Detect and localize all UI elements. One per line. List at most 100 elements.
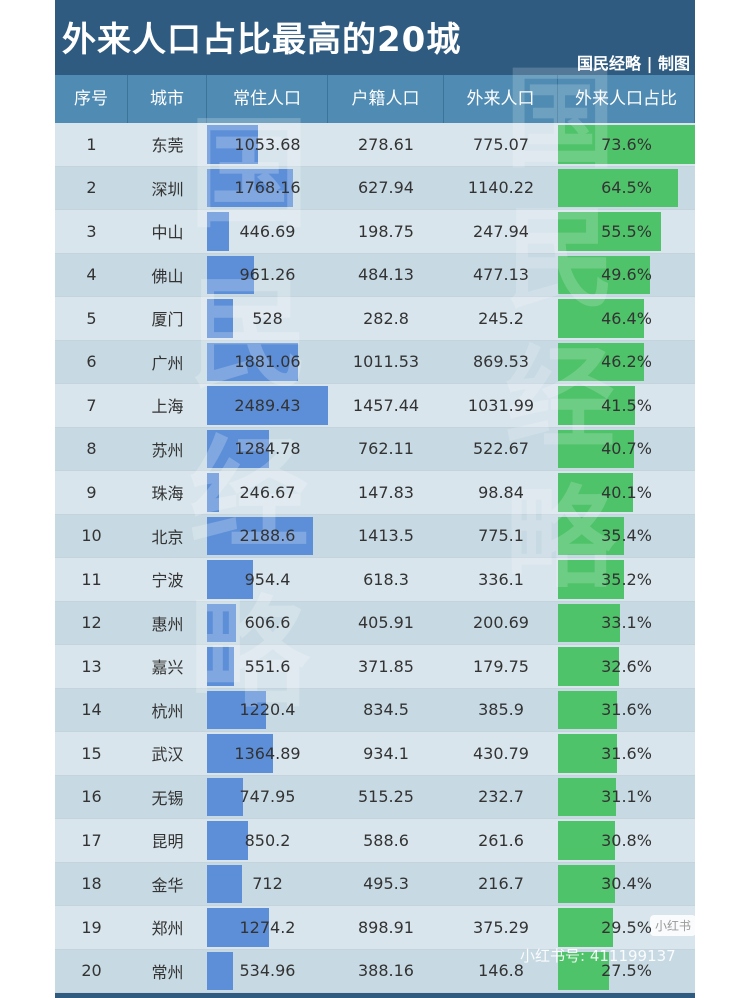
cell-col-resident: 606.6	[207, 602, 328, 645]
cell-col-migrant: 200.69	[444, 602, 558, 645]
cell-col-migrant: 232.7	[444, 776, 558, 819]
resident-population-bar	[207, 603, 237, 642]
cell-value: 1284.78	[234, 439, 301, 459]
cell-col-migrant: 247.94	[444, 210, 558, 253]
migrant-share-bar	[558, 299, 645, 338]
cell-value: 41.5%	[601, 395, 652, 415]
cell-col-index: 12	[55, 602, 128, 645]
cell-col-city: 宁波	[128, 558, 207, 601]
cell-value: 31.6%	[601, 700, 652, 720]
cell-col-city: 昆明	[128, 819, 207, 862]
resident-population-bar	[207, 255, 254, 294]
cell-value: 477.13	[473, 265, 529, 285]
table-row: 14 杭州 1220.4 834.5 385.9 31.6%	[55, 688, 695, 732]
cell-value: 232.7	[478, 787, 524, 807]
cell-value: 336.1	[478, 569, 524, 589]
cell-col-migrant: 477.13	[444, 254, 558, 297]
cell-value: 40.7%	[601, 439, 652, 459]
cell-value: 厦门	[151, 310, 184, 330]
resident-population-bar	[207, 429, 270, 468]
cell-col-index: 7	[55, 384, 128, 427]
cell-col-city: 郑州	[128, 906, 207, 949]
cell-col-share: 31.1%	[558, 776, 695, 819]
cell-col-registered: 388.16	[328, 950, 444, 993]
social-id: 小红书号: 411199137	[520, 947, 676, 965]
cell-value: 4	[86, 265, 97, 285]
migrant-share-bar	[558, 516, 624, 555]
cell-value: 29.5%	[601, 917, 652, 937]
cell-col-registered: 484.13	[328, 254, 444, 297]
resident-population-bar	[207, 125, 259, 164]
cell-col-migrant: 1031.99	[444, 384, 558, 427]
cell-value: 11	[81, 569, 102, 589]
column-header-col-city: 城市	[128, 75, 207, 123]
cell-col-resident: 850.2	[207, 819, 328, 862]
cell-col-resident: 528	[207, 297, 328, 340]
cell-value: 1031.99	[467, 395, 535, 415]
cell-col-index: 1	[55, 123, 128, 166]
cell-col-index: 18	[55, 863, 128, 906]
cell-value: 834.5	[363, 700, 409, 720]
migrant-share-bar	[558, 821, 616, 860]
cell-col-index: 5	[55, 297, 128, 340]
cell-value: 宁波	[151, 571, 184, 591]
cell-value: 金华	[151, 875, 184, 895]
cell-value: 245.2	[478, 308, 524, 328]
cell-col-migrant: 146.8	[444, 950, 558, 993]
cell-value: 954.4	[244, 569, 291, 589]
cell-col-index: 17	[55, 819, 128, 862]
cell-value: 551.6	[244, 656, 291, 676]
cell-value: 35.2%	[601, 569, 652, 589]
cell-col-registered: 934.1	[328, 732, 444, 775]
table-row: 11 宁波 954.4 618.3 336.1 35.2%	[55, 558, 695, 602]
table-row: 9 珠海 246.67 147.83 98.84 40.1%	[55, 471, 695, 515]
migrant-share-bar	[558, 690, 617, 729]
cell-col-share: 31.6%	[558, 732, 695, 775]
migrant-share-bar	[558, 342, 644, 381]
cell-value: 375.29	[473, 917, 529, 937]
cell-col-share: 32.6%	[558, 645, 695, 688]
cell-value: 12	[81, 613, 102, 633]
cell-value: 2188.6	[239, 526, 296, 546]
cell-col-share: 46.4%	[558, 297, 695, 340]
cell-value: 606.6	[244, 613, 291, 633]
cell-value: 430.79	[473, 743, 529, 763]
cell-col-migrant: 775.07	[444, 123, 558, 166]
cell-value: 珠海	[151, 484, 184, 504]
cell-col-city: 中山	[128, 210, 207, 253]
resident-population-bar	[207, 299, 233, 338]
cell-col-share: 30.8%	[558, 819, 695, 862]
cell-value: 20	[81, 961, 102, 981]
table-row: 12 惠州 606.6 405.91 200.69 33.1%	[55, 601, 695, 645]
cell-value: 35.4%	[601, 526, 652, 546]
cell-value: 495.3	[363, 874, 409, 894]
social-badge: 小红书	[650, 915, 697, 936]
cell-value: 1413.5	[358, 526, 414, 546]
cell-col-index: 2	[55, 167, 128, 210]
cell-value: 15	[81, 743, 102, 763]
table-row: 2 深圳 1768.16 627.94 1140.22 64.5%	[55, 166, 695, 210]
cell-value: 31.1%	[601, 787, 652, 807]
table-row: 5 厦门 528 282.8 245.2 46.4%	[55, 297, 695, 341]
cell-col-registered: 588.6	[328, 819, 444, 862]
cell-value: 385.9	[478, 700, 524, 720]
cell-col-city: 珠海	[128, 471, 207, 514]
cell-col-city: 东莞	[128, 123, 207, 166]
migrant-share-bar	[558, 777, 616, 816]
resident-population-bar	[207, 516, 314, 555]
cell-col-city: 佛山	[128, 254, 207, 297]
cell-value: 200.69	[473, 613, 529, 633]
cell-value: 佛山	[151, 266, 184, 286]
resident-population-bar	[207, 168, 293, 207]
cell-value: 惠州	[151, 614, 184, 634]
cell-col-migrant: 1140.22	[444, 167, 558, 210]
cell-value: 10	[81, 526, 102, 546]
cell-col-migrant: 179.75	[444, 645, 558, 688]
cell-col-migrant: 385.9	[444, 689, 558, 732]
cell-col-registered: 147.83	[328, 471, 444, 514]
migrant-share-bar	[558, 168, 679, 207]
cell-value: 98.84	[478, 482, 524, 502]
cell-col-share: 64.5%	[558, 167, 695, 210]
cell-col-resident: 712	[207, 863, 328, 906]
resident-population-bar	[207, 386, 328, 425]
